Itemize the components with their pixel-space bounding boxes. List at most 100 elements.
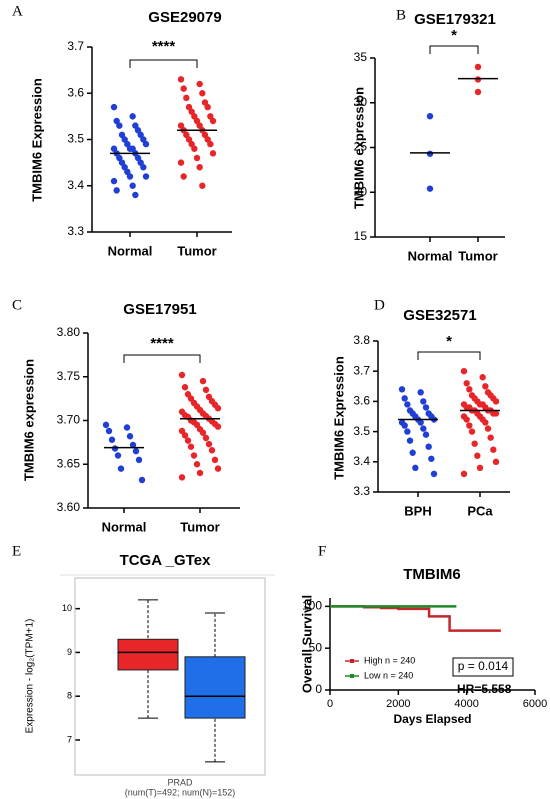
dot [193,461,201,468]
dot [205,440,213,448]
chart-title: TMBIM6 [403,566,461,583]
dot [132,122,139,129]
dot [463,380,470,387]
dot [142,173,150,180]
dot [417,419,424,426]
dot [181,384,189,391]
dot [188,140,195,148]
dot [193,154,201,162]
dot [123,424,131,431]
dot [401,422,408,429]
legend-marker [350,659,354,663]
y-tick-label: 3.6 [353,394,370,408]
dot [185,136,193,143]
y-tick-label: 3.3 [353,484,370,498]
dot [209,150,217,157]
dot [142,140,150,148]
significance: **** [152,38,176,55]
dot [426,150,434,157]
dot [134,154,142,162]
dot [113,117,120,125]
x-tick-label: Normal [408,248,453,263]
dot [474,452,481,459]
y-tick-label: 8 [67,691,72,701]
dot [118,131,126,139]
y-tick-label: 25 [354,140,368,154]
dot [474,88,482,96]
dot [404,428,411,435]
chart-title: GSE32571 [403,307,476,324]
dot [460,470,468,478]
dot [199,90,206,97]
dot [196,164,203,171]
y-tick-label: 3.65 [57,456,81,470]
dot [132,191,139,199]
y-tick-label: 3.4 [67,178,84,192]
dot [201,99,209,106]
dot [105,427,113,435]
dot [126,433,134,440]
dot [181,432,189,439]
p-box [452,657,514,677]
significance-bracket [417,351,481,360]
y-tick-label: 20 [354,184,368,198]
chart-title: GSE179321 [414,11,496,28]
dot [110,103,118,111]
y-tick-label: 9 [67,647,72,657]
x-tick-label: BPH [404,503,431,518]
significance-bracket [129,59,198,68]
dot [183,94,190,102]
dot [180,85,187,92]
dot [207,140,214,148]
y-tick-label: 3.5 [67,132,84,146]
y-tick-label: 0 [315,682,322,696]
significance: * [451,27,457,44]
dot [188,108,195,115]
dot [484,425,492,432]
x-tick-label: Tumor [458,248,497,263]
dot [183,131,190,139]
dot [492,410,500,417]
chart-title: GSE29079 [148,9,221,26]
dot [199,377,207,385]
y-tick-label: 3.4 [353,454,370,468]
x-tick-label: Normal [102,519,147,534]
dot [129,182,136,189]
y-tick-label: 3.8 [353,333,370,347]
y-tick-label: 3.7 [67,39,84,53]
legend-marker [350,674,354,678]
chart-title: GSE17951 [123,301,196,318]
dot [492,398,500,405]
chart-title: TCGA _GTex [120,552,212,569]
y-axis-label: Expression - log₂(TPM+1) [25,619,36,734]
dot [177,159,185,166]
y-axis-label: Overall Survival [299,595,314,693]
dot [211,456,219,464]
y-tick-label: 3.70 [57,413,81,427]
dot [118,159,126,166]
dot [193,117,201,125]
y-axis-label: TMBIM6 Expression [29,78,44,202]
dot [129,441,137,449]
box [117,638,179,671]
dot [111,445,119,452]
dot [129,113,136,120]
dot [178,371,186,379]
dot [178,474,186,481]
dot [214,405,222,412]
dot [468,428,476,435]
y-axis-label: TMBIM6 Expression [331,356,346,480]
dot [214,465,222,472]
dot [476,464,484,472]
dot [204,103,211,111]
dot [135,456,143,464]
dot [420,425,427,432]
significance-bracket [429,45,479,54]
dot [110,145,118,152]
y-tick-label: 10 [62,603,72,613]
panel-label: E [12,543,21,559]
dot [202,434,210,442]
x-tick-label: PCa [467,503,493,518]
y-tick-label: 15 [354,229,368,243]
